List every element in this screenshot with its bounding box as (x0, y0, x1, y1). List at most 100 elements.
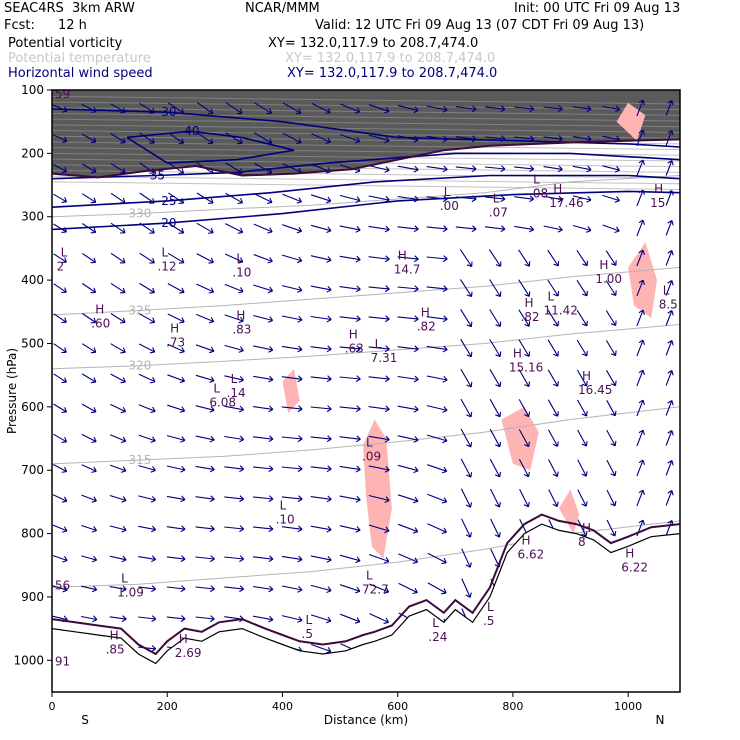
wind-arrow (636, 249, 645, 267)
y-tick-label-300: 300 (21, 210, 44, 224)
extremum-value-4: .07 (489, 205, 508, 219)
wind-arrow (460, 488, 473, 508)
wind-arrow (488, 249, 502, 267)
extremum-type-14: H (95, 302, 104, 316)
wind-arrow (605, 280, 617, 297)
extremum-type-12: H (524, 296, 533, 310)
wind-arrow (224, 375, 244, 383)
wind-arrow (281, 465, 303, 473)
wind-arrow (109, 555, 127, 563)
x-tick-label-600: 600 (387, 700, 408, 713)
wind-arrow (461, 578, 472, 598)
extremum-type-24: L (280, 499, 287, 513)
wind-arrow (282, 102, 302, 115)
pv-shading-streak (52, 124, 680, 133)
wind-arrow (489, 458, 502, 478)
wind-arrow (281, 285, 303, 293)
wind-arrow (548, 489, 559, 507)
extremum-type-27: H (625, 546, 634, 560)
wind-arrow (196, 132, 214, 145)
extremum-type-28: L (121, 572, 128, 586)
y-tick-label-200: 200 (21, 146, 44, 160)
extremum-value-33: .5 (483, 614, 494, 628)
extremum-value-30: 2.69 (175, 646, 202, 660)
wind-arrow (139, 313, 156, 324)
wind-arrow (576, 339, 588, 357)
wind-arrow (518, 399, 531, 418)
wind-arrow (368, 375, 390, 383)
extremum-value-3: 14.7 (394, 262, 421, 276)
wind-arrow (636, 399, 645, 417)
wind-arrow (225, 132, 243, 145)
wind-arrow (253, 253, 273, 264)
wind-arrow (167, 404, 186, 413)
extremum-type-22: L (213, 382, 220, 396)
wind-arrow (518, 309, 531, 327)
plot-area: 3303253203153040352520L2L.12L.10H14.7L.0… (52, 90, 680, 692)
wind-arrow (636, 459, 645, 477)
x-end-label-south: S (81, 713, 89, 727)
wind-arrow (110, 282, 126, 294)
extremum-value-27: 6.22 (621, 560, 648, 574)
wind-arrow (110, 252, 126, 264)
wind-arrow (138, 404, 156, 414)
wind-arrow (455, 165, 477, 173)
wind-arrow (224, 525, 245, 533)
wind-arrow (665, 460, 674, 476)
extremum-type-10: L (663, 283, 670, 297)
wind-arrow (253, 345, 274, 353)
wind-arrow (81, 373, 97, 384)
wind-arrow (339, 285, 361, 293)
y-tick-label-700: 700 (21, 463, 44, 477)
extremum-value-12: .82 (520, 310, 539, 324)
wind-arrow (196, 222, 214, 234)
wind-arrow (52, 134, 68, 143)
wind-arrow (110, 162, 126, 174)
wind-arrow (225, 192, 244, 205)
wind-arrow (82, 253, 97, 264)
extremum-value-21: .14 (227, 386, 246, 400)
wind-arrow (53, 163, 68, 173)
wind-arrow (426, 315, 448, 323)
pv-region-2 (559, 489, 580, 534)
wind-arrow (427, 464, 448, 474)
y-tick-label-800: 800 (21, 527, 44, 541)
wind-arrow (572, 165, 592, 173)
wind-arrow (636, 309, 645, 327)
wind-arrow (368, 405, 390, 413)
wind-arrow (80, 615, 98, 623)
wind-arrow (397, 104, 419, 114)
wind-arrow (52, 524, 68, 533)
wind-contour-40 (126, 130, 295, 164)
wind-arrow (166, 525, 186, 533)
wind-arrow (397, 225, 419, 233)
wind-arrow (281, 495, 303, 503)
wind-arrow (460, 458, 473, 478)
wind-arrow (339, 495, 361, 503)
wind-arrow (339, 584, 361, 594)
wind-contour-25 (52, 174, 680, 208)
wind-arrow (310, 405, 332, 413)
extremum-type-9: H (599, 258, 608, 272)
wind-arrow (253, 284, 274, 294)
extremum-type-6: L (533, 172, 540, 186)
wind-arrow (139, 282, 156, 294)
extremum-type-30: H (179, 632, 188, 646)
wind-arrow (368, 465, 390, 473)
pv-region-4 (282, 368, 300, 414)
extremum-value-0: 2 (57, 259, 65, 273)
wind-arrow (253, 615, 274, 623)
wind-arrow (224, 314, 244, 324)
wind-arrow (665, 490, 674, 506)
edge-label-2: 91 (55, 654, 70, 668)
pv-shading-streak (52, 95, 680, 105)
wind-arrow (138, 373, 156, 384)
extremum-type-17: H (349, 328, 358, 342)
wind-arrow (339, 225, 361, 233)
field-name-wind: Horizontal wind speed (8, 66, 153, 81)
extremum-value-28: 1.09 (117, 586, 144, 600)
wind-arrow (81, 494, 97, 503)
init-time: Init: 00 UTC Fri 09 Aug 13 (514, 1, 681, 16)
forecast-hour: 12 h (58, 18, 87, 33)
theta-contour-315 (52, 406, 680, 465)
